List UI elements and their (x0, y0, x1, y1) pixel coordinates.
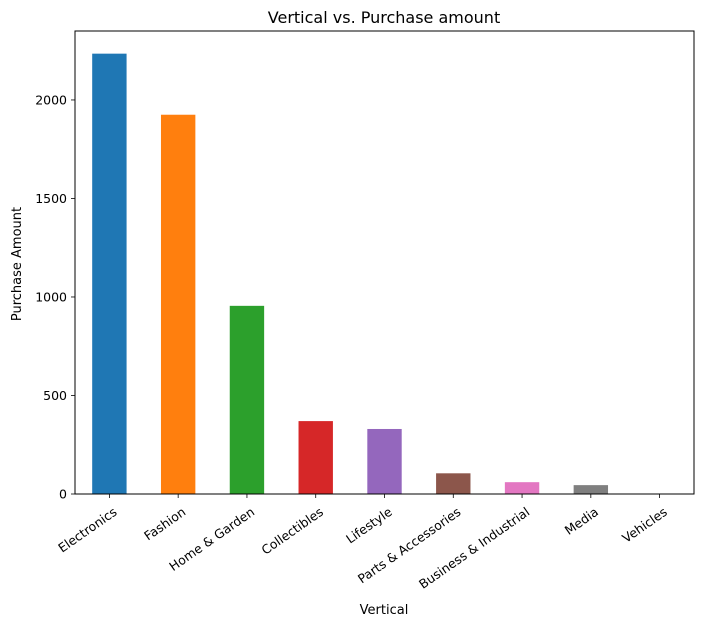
y-tick-label: 0 (59, 487, 67, 502)
x-tick-label: Vehicles (619, 504, 670, 546)
y-tick-label: 1500 (35, 191, 67, 206)
x-tick-label: Collectibles (258, 504, 325, 558)
x-axis-label: Vertical (360, 603, 409, 618)
y-tick-label: 1000 (35, 289, 67, 304)
bar-3 (298, 421, 333, 494)
x-tick-label: Electronics (55, 504, 119, 555)
y-ticks-group: 0 500 1000 1500 2000 (35, 92, 75, 502)
chart-title: Vertical vs. Purchase amount (268, 8, 500, 27)
x-tick-label: Fashion (141, 504, 188, 543)
y-tick-label: 500 (43, 388, 67, 403)
bar-1 (160, 114, 196, 494)
x-tick-label: Business & Industrial (416, 504, 532, 592)
bar-4 (367, 428, 402, 494)
bar-7 (573, 485, 609, 494)
bar-2 (229, 305, 265, 494)
y-axis-label: Purchase Amount (10, 207, 25, 321)
plot-frame (74, 30, 695, 495)
y-tick-label: 2000 (35, 92, 67, 107)
x-tick-label: Media (562, 504, 601, 538)
bar-5 (436, 473, 471, 494)
bar-0 (92, 53, 127, 494)
x-tick-label: Lifestyle (343, 504, 395, 547)
bars-group (92, 53, 677, 494)
bar-6 (504, 482, 540, 494)
